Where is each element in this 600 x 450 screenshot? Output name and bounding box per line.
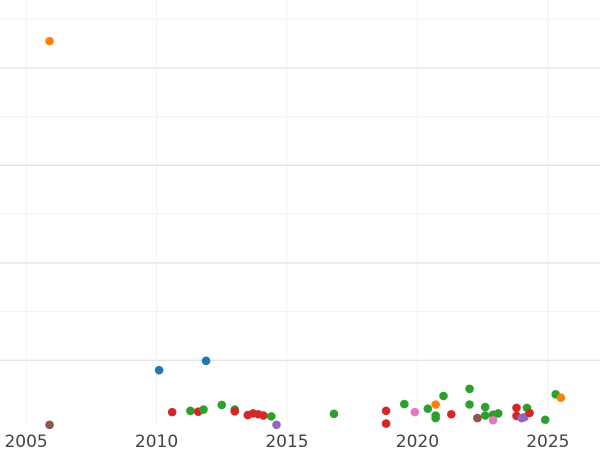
scatter-point-10	[230, 406, 240, 416]
scatter-point-3	[201, 356, 211, 366]
scatter-point-31	[480, 402, 490, 412]
scatter-point-29	[465, 400, 474, 409]
scatter-point-35	[493, 409, 503, 418]
scatter-point-19	[381, 419, 391, 428]
scatter-point-20	[400, 399, 409, 409]
scatter-point-15	[267, 412, 276, 421]
scatter-point-36	[512, 403, 521, 413]
scatter-point-23	[431, 400, 440, 409]
scatter-point-25	[431, 413, 440, 423]
scatter-point-2	[154, 365, 164, 375]
scatter-point-14	[259, 411, 268, 420]
scatter-point-30	[473, 413, 482, 423]
scatter-point-42	[540, 415, 550, 425]
scatter-point-41	[525, 408, 534, 418]
scatter-point-0	[45, 36, 54, 46]
scatter-point-1	[45, 420, 54, 430]
scatter-point-17	[329, 409, 339, 419]
scatter-point-44	[556, 393, 566, 403]
points-layer	[45, 36, 566, 430]
scatter-point-7	[199, 405, 208, 414]
grid-layer	[0, 0, 600, 424]
x-tick-label-2010: 2010	[135, 432, 178, 450]
x-tick-label-2025: 2025	[526, 432, 569, 450]
scatter-point-5	[186, 406, 195, 416]
scatter-point-16	[272, 420, 281, 430]
x-axis-tick-labels: 2005 2010 2015 2020 2025	[4, 432, 569, 450]
scatter-point-21	[410, 407, 420, 417]
scatter-point-27	[447, 409, 456, 419]
scatter-point-18	[381, 406, 391, 416]
x-tick-label-2005: 2005	[4, 432, 47, 450]
scatter-point-4	[167, 407, 177, 417]
scatter-point-26	[439, 391, 448, 401]
x-tick-label-2020: 2020	[396, 432, 439, 450]
scatter-point-22	[423, 404, 433, 414]
scatter-point-32	[480, 411, 490, 420]
scatter-point-8	[217, 400, 227, 410]
x-tick-label-2015: 2015	[265, 432, 308, 450]
scatter-point-28	[465, 384, 474, 394]
scatter-point-34	[488, 415, 498, 425]
